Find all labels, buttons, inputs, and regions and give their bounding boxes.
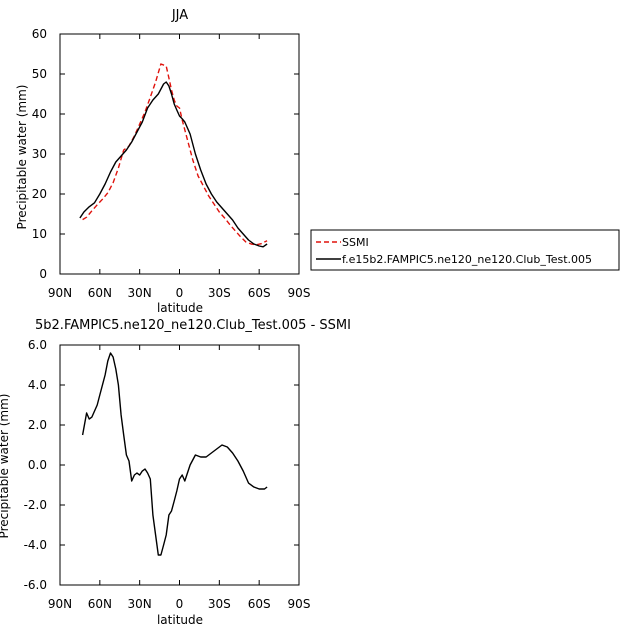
upper-x-tick-label: 0	[176, 286, 184, 300]
lower-panel-series	[81, 352, 268, 556]
upper-x-tick-label: 60N	[88, 286, 112, 300]
lower-x-tick-label: 60S	[248, 597, 271, 611]
upper-panel-series	[79, 63, 268, 248]
lower-x-tick-label: 30S	[208, 597, 231, 611]
upper-y-tick-label: 40	[32, 107, 47, 121]
lower-x-tick-label: 0	[176, 597, 184, 611]
lower-y-tick-label: -4.0	[24, 538, 47, 552]
lower-y-tick-label: 6.0	[28, 338, 47, 352]
lower-panel-plot-frame	[59, 344, 300, 586]
lower-x-tick-label: 60N	[88, 597, 112, 611]
lower-y-tick-label: -2.0	[24, 498, 47, 512]
upper-y-tick-label: 0	[39, 267, 47, 281]
upper-y-tick-label: 30	[32, 147, 47, 161]
upper-series-line-1	[82, 63, 268, 246]
lower-series-line-1	[81, 352, 268, 556]
upper-panel-plot-frame	[59, 33, 300, 275]
legend-label-ssmi: SSMI	[342, 236, 369, 249]
lower-panel: 5b2.FAMPIC5.ne120_ne120.Club_Test.005 - …	[0, 318, 351, 627]
lower-y-tick-label: 2.0	[28, 418, 47, 432]
upper-x-tick-label: 30N	[128, 286, 152, 300]
lower-panel-x-label: latitude	[157, 613, 203, 627]
lower-panel-y-label: Precipitable water (mm)	[0, 394, 11, 539]
upper-panel-title: JJA	[171, 8, 188, 23]
upper-panel-ticks: 90N 60N 30N 0 30S 60S 90S 0 10 20 30 40 50 60	[32, 27, 311, 300]
lower-panel-title: 5b2.FAMPIC5.ne120_ne120.Club_Test.005 - …	[35, 318, 351, 333]
legend-frame	[310, 229, 620, 271]
upper-x-tick-label: 60S	[248, 286, 271, 300]
upper-panel: JJA Precipitable water (mm) latitude 90N…	[15, 8, 310, 315]
upper-x-tick-label: 90N	[48, 286, 72, 300]
lower-y-tick-label: 4.0	[28, 378, 47, 392]
lower-y-tick-label: 0.0	[28, 458, 47, 472]
lower-x-tick-label: 90N	[48, 597, 72, 611]
lower-y-tick-label: -6.0	[24, 578, 47, 592]
upper-x-tick-label: 30S	[208, 286, 231, 300]
upper-y-tick-label: 20	[32, 187, 47, 201]
upper-panel-x-label: latitude	[157, 301, 203, 315]
upper-y-tick-label: 50	[32, 67, 47, 81]
lower-x-tick-label: 30N	[128, 597, 152, 611]
upper-y-tick-label: 60	[32, 27, 47, 41]
upper-x-tick-label: 90S	[288, 286, 311, 300]
lower-panel-ticks: 90N 60N 30N 0 30S 60S 90S -6.0 -4.0 -2.0 0.0 2.0 4.0…	[24, 338, 311, 611]
upper-series-line-2	[79, 81, 268, 248]
legend: SSMI f.e15b2.FAMPIC5.ne120_ne120.Club_Te…	[310, 229, 620, 271]
lower-x-tick-label: 90S	[288, 597, 311, 611]
upper-panel-y-label: Precipitable water (mm)	[15, 85, 29, 230]
legend-label-model: f.e15b2.FAMPIC5.ne120_ne120.Club_Test.00…	[342, 253, 592, 266]
upper-y-tick-label: 10	[32, 227, 47, 241]
